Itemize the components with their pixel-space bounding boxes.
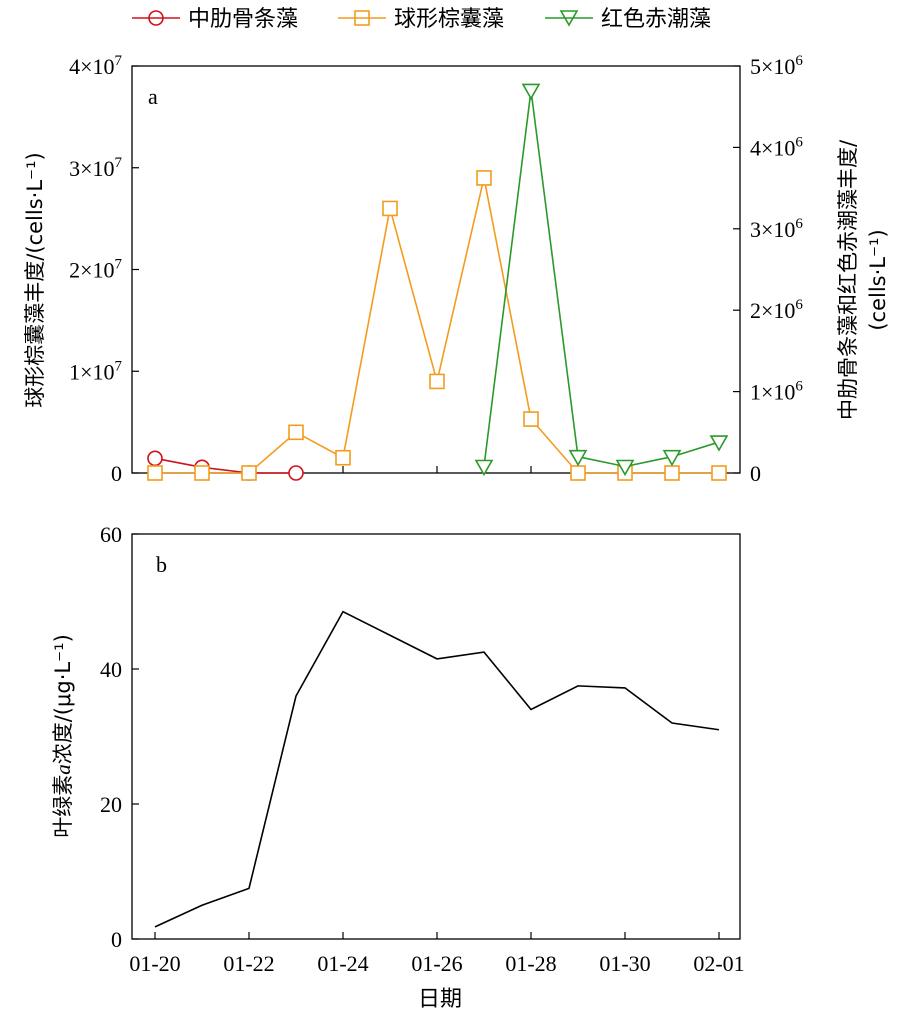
square-icon [354,10,370,26]
data-point-square [288,424,304,441]
data-point-square [335,449,351,466]
data-point-triangle [474,459,494,477]
panel-b-series [154,610,720,928]
data-point-triangle [615,459,635,477]
y-tick-label-right-mantissa: 2×10 [750,298,795,323]
legend-item-1: 中肋骨条藻 [132,7,298,32]
data-point-square [147,465,163,481]
y-tick-label-right-exponent: 6 [795,134,803,150]
y-tick-label-left: 0 [111,461,122,486]
y-tick-label-right: 3×106 [750,216,803,242]
legend-item-2: 球形棕囊藻 [338,7,504,32]
x-tick-label: 02-01 [693,951,744,976]
y-tick-label-right-mantissa: 3×10 [750,217,795,242]
panel-b-frame [131,533,741,940]
y-tick-label-left: 3×107 [69,155,122,181]
panel-b-label: b [156,552,167,577]
series-line-circle [154,457,296,474]
y-tick-label-right: 4×106 [750,134,803,160]
data-point-square [664,465,680,481]
y-tick-label-right-mantissa: 1×10 [750,380,795,405]
legend-label-3: 红色赤潮藻 [601,7,711,32]
y-tick-label-left: 2×107 [69,257,122,283]
data-point-circle [288,465,304,481]
data-point-triangle [709,435,729,452]
y-tick-label-left: 1×107 [69,358,122,384]
circle-icon [148,10,164,26]
y-tick-label-right-exponent: 6 [795,297,803,313]
series-line-chlorophyll [154,610,720,928]
y-tick-label-right: 0 [750,461,761,486]
panel-a-series [147,83,729,481]
y-axis-label-right-1: 中肋骨条藻和红色赤潮藻丰度/ [836,139,860,420]
panel-b-ticks: 0 20 40 60 01-20 01-22 01-24 01-26 01-28 01-30 02-… [100,522,745,976]
x-tick-label: 01-26 [411,951,462,976]
x-tick-label: 01-30 [599,951,650,976]
data-point-triangle [662,449,682,467]
panel-a-label: a [148,84,158,109]
x-tick-label: 01-24 [317,951,368,976]
y-tick-label-b: 40 [100,657,122,682]
y-tick-label-b: 20 [100,792,122,817]
y-axis-label-left: 球形棕囊藻丰度/(cells·L⁻¹) [23,152,47,407]
y-tick-label-left-exponent: 7 [115,257,123,273]
data-point-circle [147,450,163,467]
y-axis-label-b-pre: 叶绿素 [51,775,75,838]
y-axis-label-b-post: 浓度/(μg·L⁻¹) [51,634,75,764]
data-point-square [523,411,539,427]
y-tick-label-b: 60 [100,522,122,547]
x-axis-label: 日期 [418,987,462,1012]
y-axis-label-b: 叶绿素a浓度/(μg·L⁻¹) [51,634,75,838]
y-tick-label-left-mantissa: 4×10 [69,54,114,79]
legend-label-1: 中肋骨条藻 [188,7,298,32]
data-point-square [382,200,398,217]
y-tick-label-right-mantissa: 5×10 [750,54,795,79]
x-tick-label: 01-28 [505,951,556,976]
y-tick-label-left-mantissa: 1×10 [69,359,114,384]
legend-item-3: 红色赤潮藻 [545,7,711,32]
y-tick-label-left-exponent: 7 [115,53,123,69]
data-point-square [429,373,445,390]
x-tick-label: 01-20 [129,951,180,976]
data-point-square [241,465,257,481]
panel-a-frame [131,65,741,474]
y-tick-label-left-exponent: 7 [115,358,123,374]
data-point-square [711,465,727,481]
y-tick-label-right: 5×106 [750,53,803,79]
y-tick-label-left-exponent: 7 [115,155,123,171]
y-tick-label-right-exponent: 6 [795,216,803,232]
data-point-triangle [568,449,588,467]
legend-label-2: 球形棕囊藻 [394,7,504,32]
legend: 中肋骨条藻 球形棕囊藻 红色赤潮藻 [132,7,711,32]
data-point-square [194,465,210,481]
data-point-square [570,465,586,481]
y-tick-label-b: 0 [111,927,122,952]
panel-a: a 01×1072×1073×1074×10701×1062×1063×1064… [23,53,890,486]
y-tick-label-left: 4×107 [69,53,122,79]
y-tick-label-left-mantissa: 2×10 [69,258,114,283]
y-tick-label-left-mantissa: 3×10 [69,156,114,181]
y-tick-label-right-mantissa: 0 [750,461,761,486]
y-tick-label-right: 2×106 [750,297,803,323]
data-point-triangle [521,83,541,101]
y-tick-label-right: 1×106 [750,379,803,405]
y-axis-label-right-2: (cells·L⁻¹) [866,229,890,330]
y-tick-label-right-mantissa: 4×10 [750,135,795,160]
series-line-square [155,177,719,474]
y-axis-label-b-italic: a [51,764,75,775]
y-tick-label-right-exponent: 6 [795,379,803,395]
panel-a-ticks: 01×1072×1073×1074×10701×1062×1063×1064×1… [69,53,803,486]
y-tick-label-left-mantissa: 0 [111,461,122,486]
x-tick-label: 01-22 [223,951,274,976]
data-point-square [476,170,492,186]
triangle-down-icon [559,10,579,27]
series-line-triangle-down [483,90,720,468]
y-tick-label-right-exponent: 6 [795,53,803,69]
